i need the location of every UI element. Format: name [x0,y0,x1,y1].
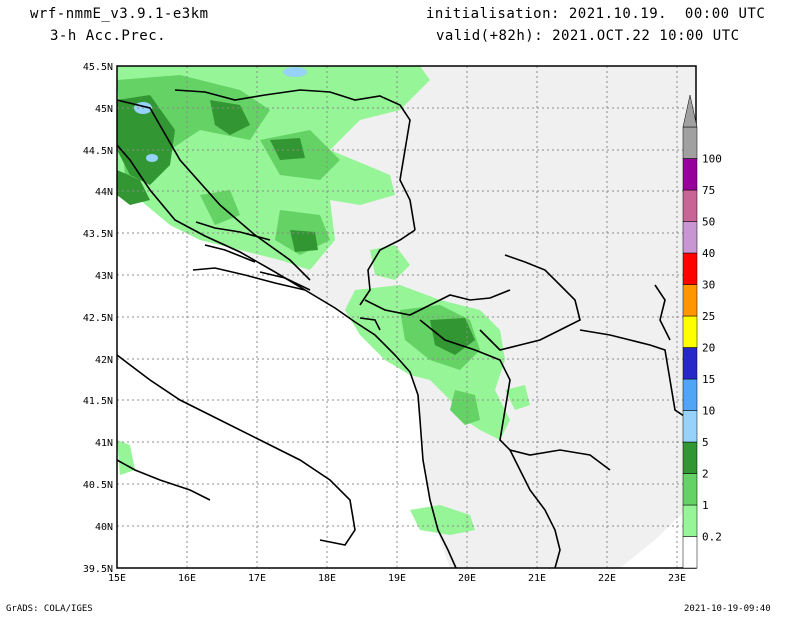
legend-swatch [682,347,698,380]
lat-label: 40N [95,522,113,533]
legend-label: 20 [702,342,715,355]
lon-label: 17E [248,573,266,584]
adriatic-sea [117,100,450,568]
coastlines-borders [116,89,691,569]
legend-swatch [682,284,698,317]
legend-label: 2 [702,468,709,481]
lat-label: 44.5N [83,146,113,157]
legend-label: 15 [702,373,715,386]
lat-label: 41N [95,438,113,449]
lon-label: 19E [388,573,406,584]
lon-label: 20E [458,573,476,584]
lat-label: 41.5N [83,396,113,407]
legend-swatch [682,504,698,537]
model-title: wrf-nmmE_v3.9.1-e3km [30,6,209,22]
footer-timestamp: 2021-10-19-09:40 [684,604,771,614]
lat-lon-grid [117,66,696,568]
lon-label: 15E [108,573,126,584]
lat-label: 43.5N [83,229,113,240]
legend-label: 40 [702,247,715,260]
legend-swatch [682,158,698,191]
legend-swatch [682,315,698,348]
longitude-labels: 15E 16E 17E 18E 19E 20E 21E 22E 23E [108,573,686,584]
lon-label: 22E [598,573,616,584]
legend-label: 100 [702,153,722,166]
legend-swatch [682,189,698,222]
lat-label: 40.5N [83,480,113,491]
lon-label: 23E [668,573,686,584]
field-title: 3-h Acc.Prec. [50,28,167,44]
legend-label: 0.2 [702,531,722,544]
lat-label: 39.5N [83,564,113,575]
legend-label: 30 [702,279,715,292]
lon-label: 18E [318,573,336,584]
lat-label: 44N [95,187,113,198]
lat-label: 42.5N [83,313,113,324]
legend-swatch [682,410,698,443]
init-time: initialisation: 2021.10.19. 00:00 UTC [426,6,766,22]
lon-label: 16E [178,573,196,584]
legend-swatch [682,221,698,254]
legend-swatch [682,378,698,411]
legend-label: 5 [702,436,709,449]
legend-label: 10 [702,405,715,418]
legend-swatch [682,126,698,159]
lat-label: 43N [95,271,113,282]
footer-credit: GrADS: COLA/IGES [6,604,93,614]
valid-time: valid(+82h): 2021.OCT.22 10:00 UTC [436,28,740,44]
legend-label: 75 [702,184,715,197]
latitude-labels: 45.5N 45N 44.5N 44N 43.5N 43N 42.5N 42N … [83,62,113,575]
legend-overflow-arrow [682,94,698,128]
legend-label: 25 [702,310,715,323]
legend-swatch [682,252,698,285]
legend-swatch [682,536,698,569]
lat-label: 42N [95,355,113,366]
lat-label: 45.5N [83,62,113,73]
legend-label: 1 [702,499,709,512]
legend-swatch [682,473,698,506]
lon-label: 21E [528,573,546,584]
legend-label: 50 [702,216,715,229]
legend-swatch [682,441,698,474]
lat-label: 45N [95,104,113,115]
